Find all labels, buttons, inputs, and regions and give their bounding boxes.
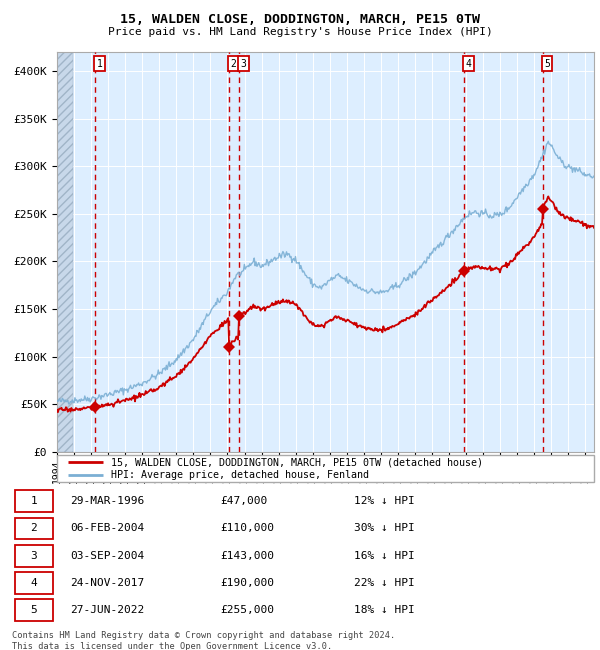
Text: £110,000: £110,000	[220, 523, 274, 534]
FancyBboxPatch shape	[57, 455, 594, 482]
Text: This data is licensed under the Open Government Licence v3.0.: This data is licensed under the Open Gov…	[12, 642, 332, 650]
Text: 5: 5	[31, 605, 37, 616]
Text: 24-NOV-2017: 24-NOV-2017	[70, 578, 144, 588]
Bar	[57, 52, 73, 452]
Text: 15, WALDEN CLOSE, DODDINGTON, MARCH, PE15 0TW (detached house): 15, WALDEN CLOSE, DODDINGTON, MARCH, PE1…	[111, 458, 482, 467]
Text: 12% ↓ HPI: 12% ↓ HPI	[353, 496, 415, 506]
FancyBboxPatch shape	[15, 517, 53, 539]
Text: Price paid vs. HM Land Registry's House Price Index (HPI): Price paid vs. HM Land Registry's House …	[107, 27, 493, 37]
Text: 15, WALDEN CLOSE, DODDINGTON, MARCH, PE15 0TW: 15, WALDEN CLOSE, DODDINGTON, MARCH, PE1…	[120, 13, 480, 26]
Text: 03-SEP-2004: 03-SEP-2004	[70, 551, 144, 561]
Text: 1: 1	[97, 58, 103, 69]
Text: 4: 4	[466, 58, 472, 69]
Text: 3: 3	[31, 551, 37, 561]
Text: 16% ↓ HPI: 16% ↓ HPI	[353, 551, 415, 561]
FancyBboxPatch shape	[15, 572, 53, 594]
Text: 3: 3	[240, 58, 246, 69]
Text: 06-FEB-2004: 06-FEB-2004	[70, 523, 144, 534]
Text: 2: 2	[31, 523, 37, 534]
FancyBboxPatch shape	[15, 490, 53, 512]
Text: £190,000: £190,000	[220, 578, 274, 588]
Text: 4: 4	[31, 578, 37, 588]
Text: 22% ↓ HPI: 22% ↓ HPI	[353, 578, 415, 588]
Text: 2: 2	[230, 58, 236, 69]
FancyBboxPatch shape	[15, 599, 53, 621]
Text: Contains HM Land Registry data © Crown copyright and database right 2024.: Contains HM Land Registry data © Crown c…	[12, 630, 395, 640]
FancyBboxPatch shape	[15, 545, 53, 567]
Text: 29-MAR-1996: 29-MAR-1996	[70, 496, 144, 506]
Text: 5: 5	[544, 58, 550, 69]
Text: 27-JUN-2022: 27-JUN-2022	[70, 605, 144, 616]
Text: £255,000: £255,000	[220, 605, 274, 616]
Text: HPI: Average price, detached house, Fenland: HPI: Average price, detached house, Fenl…	[111, 470, 368, 480]
Text: 1: 1	[31, 496, 37, 506]
Text: 30% ↓ HPI: 30% ↓ HPI	[353, 523, 415, 534]
Text: £47,000: £47,000	[220, 496, 268, 506]
Text: £143,000: £143,000	[220, 551, 274, 561]
Text: 18% ↓ HPI: 18% ↓ HPI	[353, 605, 415, 616]
